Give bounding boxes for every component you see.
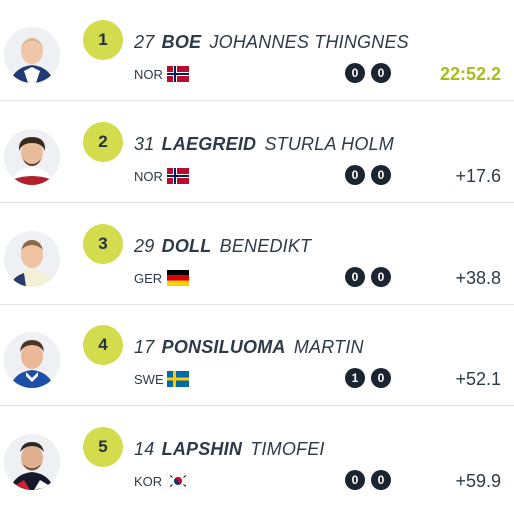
- germany-flag-icon: [167, 270, 189, 286]
- shooting-stage-2: 0: [371, 63, 391, 83]
- bib-number: 17: [134, 337, 155, 357]
- athlete-name: 17 PONSILUOMA MARTIN: [134, 337, 364, 358]
- athlete-avatar: [4, 231, 60, 287]
- country-code: NOR: [134, 66, 163, 82]
- shooting-stage-2: 0: [371, 165, 391, 185]
- rank-badge: 1: [83, 20, 123, 60]
- country-code: GER: [134, 270, 163, 286]
- shooting-results: 0 0: [345, 165, 391, 185]
- athlete-name: 14 LAPSHIN TIMOFEI: [134, 439, 325, 460]
- country-code: SWE: [134, 371, 164, 387]
- first-name: STURLA HOLM: [264, 134, 394, 154]
- shooting-stage-1: 0: [345, 267, 365, 287]
- result-row[interactable]: 5 14 LAPSHIN TIMOFEI KOR 0 0: [0, 407, 514, 508]
- shooting-results: 1 0: [345, 368, 391, 388]
- norway-flag-icon: [167, 168, 189, 184]
- time-behind: +59.9: [455, 471, 501, 491]
- time-behind: +38.8: [455, 268, 501, 288]
- country: GER: [134, 270, 190, 286]
- shooting-stage-2: 0: [371, 470, 391, 490]
- result-row[interactable]: 1 27 BOE JOHANNES THINGNES NOR 0 0 22:52…: [0, 0, 514, 101]
- country: NOR: [134, 168, 190, 184]
- norway-flag-icon: [167, 66, 189, 82]
- first-name: TIMOFEI: [250, 439, 325, 459]
- sweden-flag-icon: [167, 371, 189, 387]
- shooting-results: 0 0: [345, 470, 391, 490]
- rank-badge: 3: [83, 224, 123, 264]
- athlete-avatar: [4, 129, 60, 185]
- rank-badge: 2: [83, 122, 123, 162]
- bib-number: 31: [134, 134, 155, 154]
- first-name: MARTIN: [293, 337, 364, 357]
- bib-number: 14: [134, 439, 155, 459]
- time-behind: +52.1: [455, 369, 501, 389]
- country-code: KOR: [134, 473, 163, 489]
- last-name: LAEGREID: [161, 134, 257, 154]
- time-behind: +17.6: [455, 166, 501, 186]
- korea-flag-icon: [166, 473, 190, 489]
- last-name: DOLL: [161, 236, 212, 256]
- shooting-results: 0 0: [345, 63, 391, 83]
- last-name: LAPSHIN: [161, 439, 243, 459]
- shooting-stage-1: 1: [345, 368, 365, 388]
- shooting-stage-2: 0: [371, 267, 391, 287]
- shooting-stage-1: 0: [345, 470, 365, 490]
- result-row[interactable]: 4 17 PONSILUOMA MARTIN SWE 1 0 +52.1: [0, 305, 514, 406]
- country-code: NOR: [134, 168, 163, 184]
- result-row[interactable]: 3 29 DOLL BENEDIKT GER 0 0 +38.8: [0, 204, 514, 305]
- athlete-name: 31 LAEGREID STURLA HOLM: [134, 134, 394, 155]
- last-name: BOE: [161, 32, 202, 52]
- athlete-name: 27 BOE JOHANNES THINGNES: [134, 32, 409, 53]
- rank-badge: 4: [83, 325, 123, 365]
- country: NOR: [134, 66, 190, 82]
- athlete-avatar: [4, 434, 60, 490]
- athlete-avatar: [4, 332, 60, 388]
- first-name: JOHANNES THINGNES: [209, 32, 409, 52]
- bib-number: 27: [134, 32, 155, 52]
- shooting-stage-1: 0: [345, 63, 365, 83]
- country: KOR: [134, 473, 190, 489]
- shooting-stage-1: 0: [345, 165, 365, 185]
- rank-badge: 5: [83, 427, 123, 467]
- bib-number: 29: [134, 236, 155, 256]
- finish-time: 22:52.2: [439, 64, 501, 84]
- country: SWE: [134, 371, 190, 387]
- athlete-avatar: [4, 27, 60, 83]
- shooting-stage-2: 0: [371, 368, 391, 388]
- shooting-results: 0 0: [345, 267, 391, 287]
- last-name: PONSILUOMA: [161, 337, 286, 357]
- result-row[interactable]: 2 31 LAEGREID STURLA HOLM NOR 0 0 +17.6: [0, 102, 514, 203]
- first-name: BENEDIKT: [219, 236, 312, 256]
- athlete-name: 29 DOLL BENEDIKT: [134, 236, 311, 257]
